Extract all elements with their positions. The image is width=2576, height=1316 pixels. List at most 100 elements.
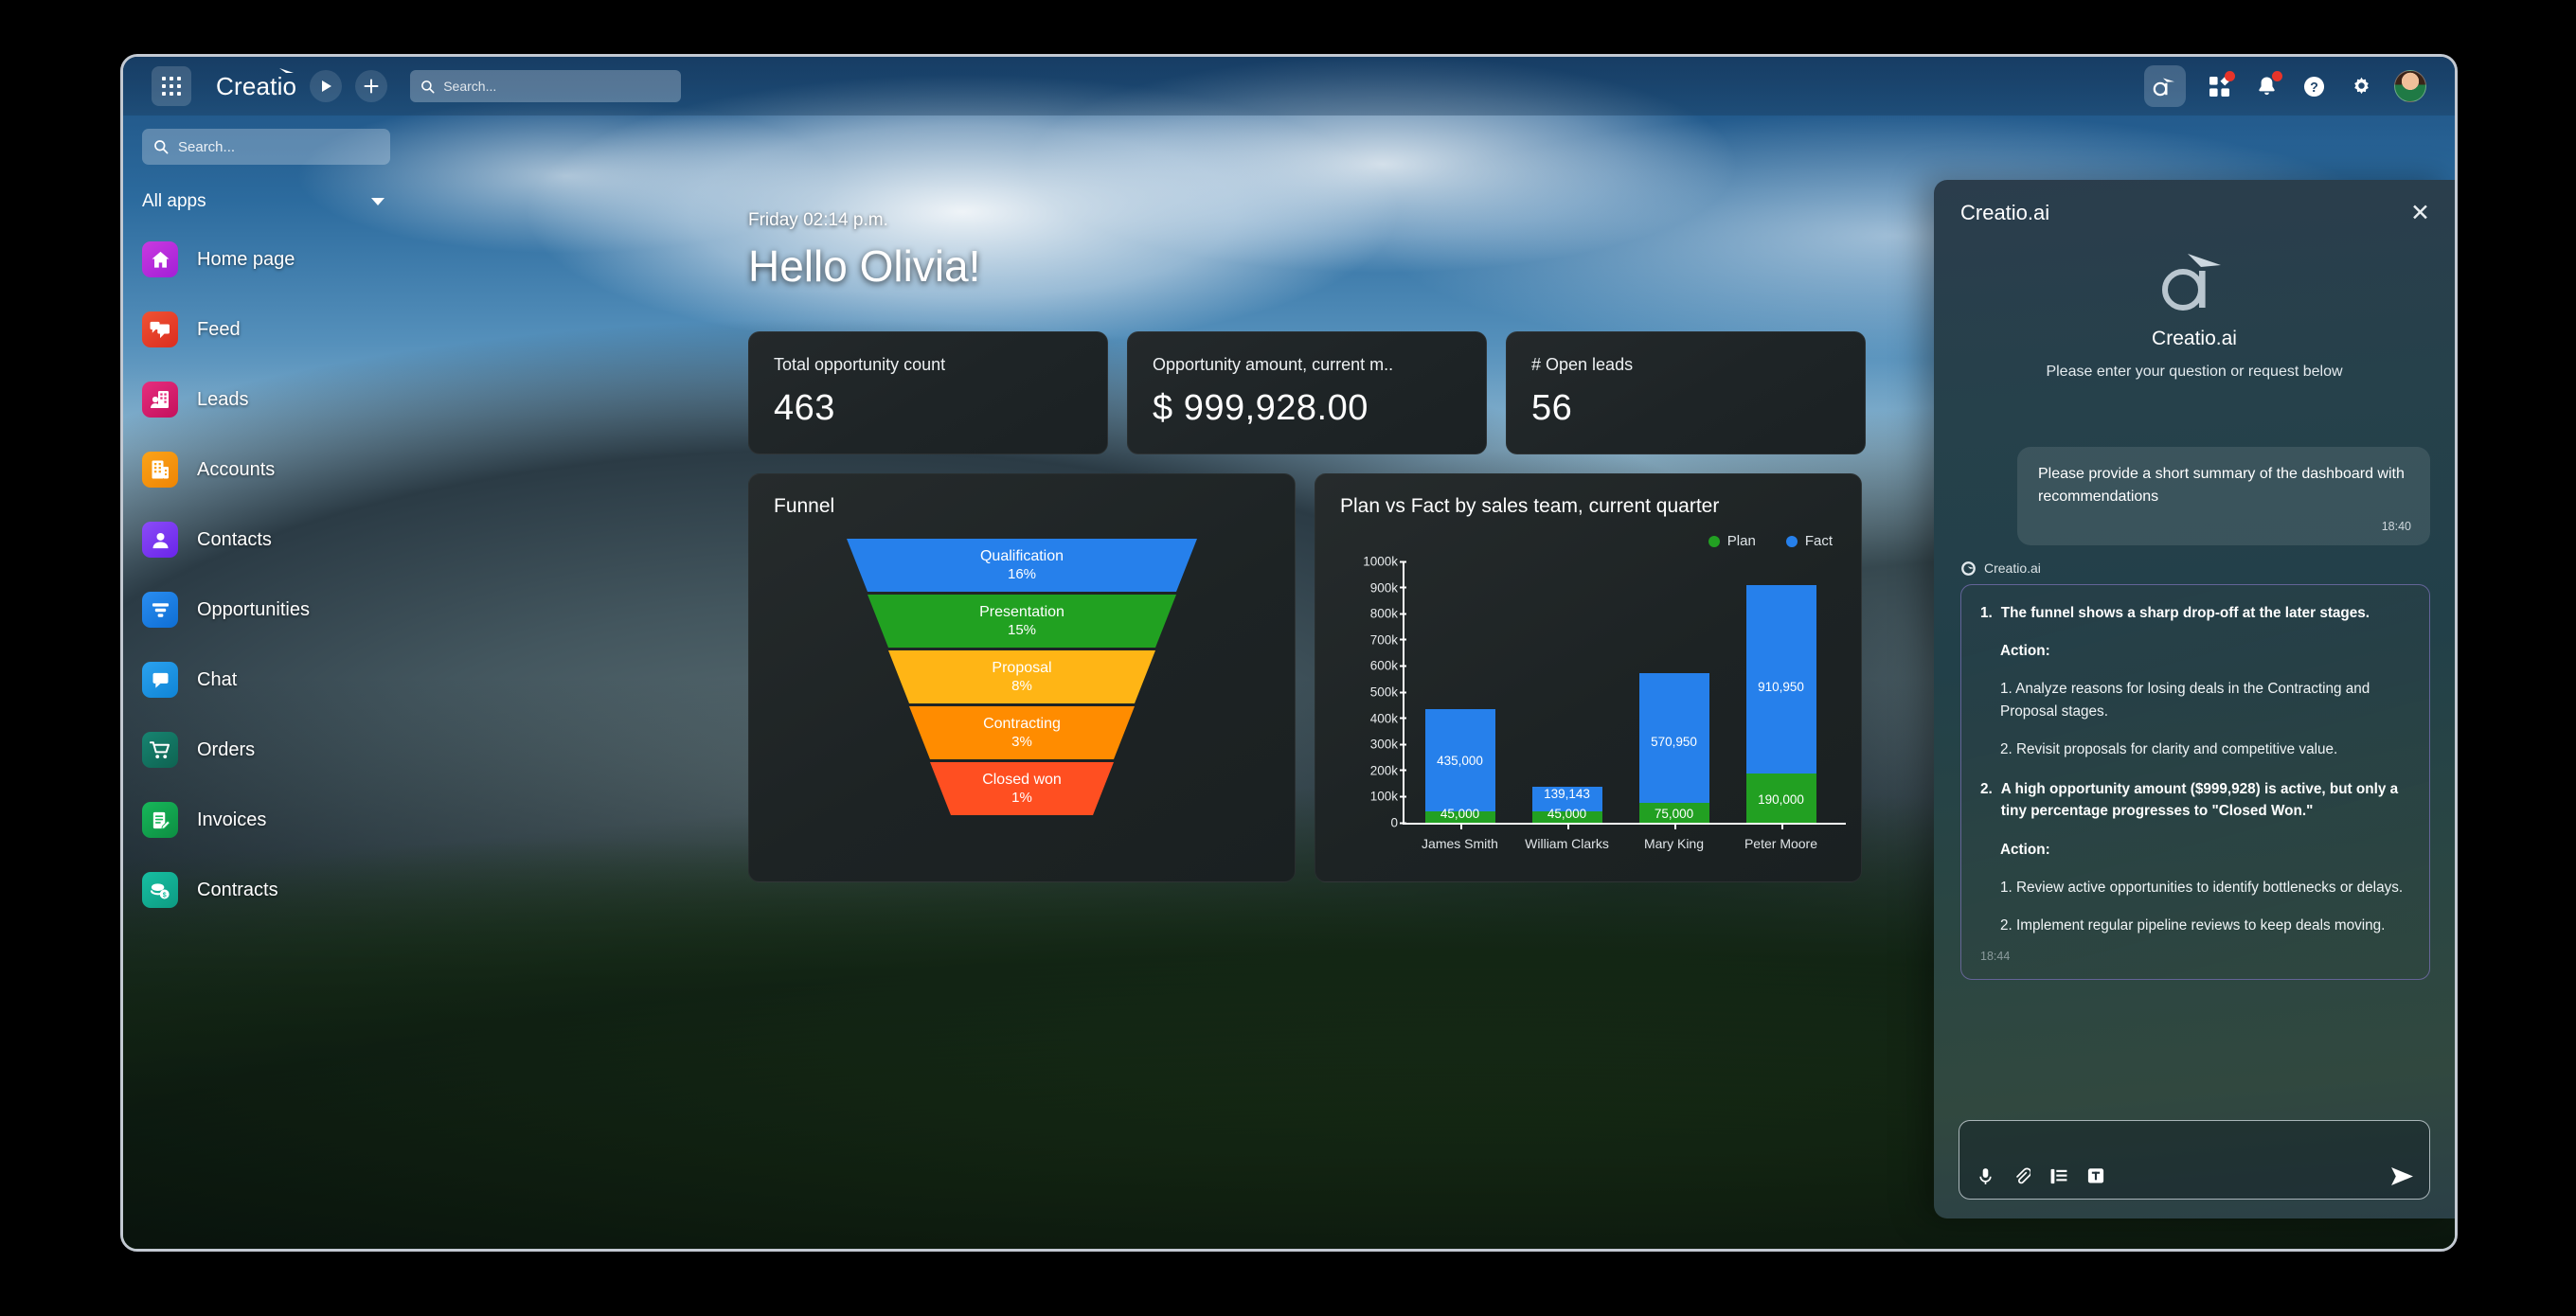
y-axis-tick-label: 900k (1370, 580, 1406, 595)
attachment-icon[interactable] (2012, 1165, 2032, 1186)
bar-plan-value-label: 75,000 (1654, 807, 1694, 821)
play-icon[interactable] (310, 70, 343, 102)
help-icon[interactable]: ? (2299, 72, 2328, 100)
kpi-title: # Open leads (1531, 355, 1634, 374)
brand-swoosh-icon (279, 67, 295, 73)
funnel-stage[interactable]: Contracting 3% (909, 706, 1135, 759)
sidebar-item-orders[interactable]: Orders (142, 727, 407, 773)
bar-fact[interactable] (1638, 673, 1709, 823)
sidebar-item-home-page[interactable]: Home page (142, 237, 407, 282)
funnel-stage-label: Presentation (979, 603, 1064, 620)
kpi-card-opportunity-amount[interactable]: Opportunity amount, current m.. $ 999,92… (1127, 331, 1487, 454)
ai-message-input[interactable] (1959, 1120, 2430, 1200)
kpi-value: $ 999,928.00 (1153, 388, 1368, 428)
apps-badge-icon[interactable] (2205, 71, 2235, 100)
bar-group[interactable]: 910,950 190,000 Peter Moore (1744, 561, 1817, 851)
sidebar-item-label: Home page (197, 248, 295, 270)
ai-logo-icon (2151, 246, 2238, 314)
header-actions: ? (2144, 65, 2440, 107)
ai-icon[interactable] (2144, 65, 2186, 107)
search-icon (154, 140, 169, 154)
legend-item-fact[interactable]: Fact (1785, 533, 1833, 549)
ai-hero: Creatio.ai Please enter your question or… (1934, 246, 2455, 381)
kpi-title: Total opportunity count (774, 355, 946, 374)
gear-icon[interactable] (2347, 72, 2375, 100)
kpi-cards-row: Total opportunity count 463 Opportunity … (748, 331, 2455, 454)
sidebar-item-opportunities[interactable]: Opportunities (142, 587, 407, 632)
list-icon[interactable] (2048, 1165, 2069, 1186)
bar-group[interactable]: 139,143 45,000 William Clarks (1525, 561, 1609, 851)
sidebar-search-placeholder: Search... (178, 138, 236, 155)
bar-group[interactable]: 435,000 45,000 James Smith (1422, 561, 1498, 851)
funnel-stage-label: Contracting (983, 715, 1061, 732)
sidebar-item-leads[interactable]: Leads (142, 377, 407, 422)
kpi-value: 463 (774, 388, 835, 428)
sidebar-item-invoices[interactable]: Invoices (142, 797, 407, 843)
legend-swatch (1785, 535, 1798, 547)
bar-fact[interactable] (1424, 708, 1495, 823)
current-day-time: Friday 02:14 p.m. (748, 210, 888, 230)
sidebar-item-contracts[interactable]: $ Contracts (142, 867, 407, 913)
sidebar-item-label: Leads (197, 388, 249, 410)
app-window: Creatio Search... (120, 54, 2458, 1252)
funnel-stage[interactable]: Closed won 1% (930, 762, 1114, 815)
microphone-icon[interactable] (1975, 1165, 1995, 1186)
sidebar-item-chat[interactable]: Chat (142, 657, 407, 702)
bar-plan[interactable] (1531, 810, 1602, 823)
bar-chart-title: Plan vs Fact by sales team, current quar… (1340, 495, 1720, 517)
x-axis-category-label: William Clarks (1525, 836, 1609, 851)
charts-row: Funnel Qualification 16% Presentation 15% Pr… (748, 473, 2455, 882)
funnel-stage-label: Proposal (992, 659, 1052, 676)
x-axis-tick (1566, 823, 1569, 829)
y-axis-tick-label: 100k (1370, 790, 1406, 804)
bar-plan[interactable] (1424, 810, 1495, 823)
bar-plan[interactable] (1638, 803, 1709, 823)
legend-item-plan[interactable]: Plan (1708, 533, 1756, 549)
text-template-icon[interactable] (2085, 1165, 2106, 1186)
plus-icon[interactable] (355, 70, 388, 102)
brand-label: Creatio (216, 71, 297, 100)
sidebar-item-accounts[interactable]: Accounts (142, 447, 407, 492)
bar-fact-value-label: 435,000 (1437, 754, 1483, 769)
sidebar-item-feed[interactable]: Feed (142, 307, 407, 352)
funnel-chart-panel[interactable]: Funnel Qualification 16% Presentation 15% Pr… (748, 473, 1296, 882)
accounts-icon (142, 452, 178, 488)
legend-label: Plan (1726, 533, 1756, 549)
kpi-card-open-leads[interactable]: # Open leads 56 (1506, 331, 1866, 454)
funnel-stage[interactable]: Proposal 8% (888, 650, 1155, 703)
ai-conversation[interactable]: Please provide a short summary of the da… (1934, 447, 2455, 1109)
send-icon[interactable] (2390, 1166, 2414, 1186)
sidebar-item-contacts[interactable]: Contacts (142, 517, 407, 562)
user-message: Please provide a short summary of the da… (2017, 447, 2430, 545)
sidebar: Search... All apps Home page Feed (123, 116, 407, 1249)
bar-chart-legend: Plan Fact (1708, 533, 1833, 549)
bot-action-item: 2. Implement regular pipeline reviews to… (2000, 917, 2386, 934)
kpi-title: Opportunity amount, current m.. (1153, 355, 1394, 374)
sidebar-item-label: Contacts (197, 528, 272, 550)
brand-logo[interactable]: Creatio (216, 67, 297, 101)
sidebar-item-label: Orders (197, 738, 256, 760)
svg-text:?: ? (2310, 80, 2318, 95)
y-axis-tick-label: 200k (1370, 763, 1406, 777)
close-icon[interactable]: ✕ (2410, 199, 2430, 226)
sidebar-item-label: Feed (197, 318, 241, 340)
sidebar-search-input[interactable]: Search... (142, 129, 390, 165)
bar-plan-value-label: 45,000 (1440, 807, 1480, 821)
bot-block-heading: 2. A high opportunity amount ($999,928) … (1980, 778, 2410, 823)
bot-block-number: 1. (1980, 604, 1993, 621)
y-axis-tick-label: 800k (1370, 607, 1406, 621)
funnel-stage[interactable]: Presentation 15% (868, 595, 1176, 648)
bar-plan[interactable] (1745, 773, 1816, 823)
funnel-stage[interactable]: Qualification 16% (847, 539, 1197, 592)
all-apps-selector[interactable]: All apps (142, 191, 390, 212)
bar-group[interactable]: 570,950 75,000 Mary King (1638, 561, 1709, 851)
greeting-title: Hello Olivia! (748, 241, 981, 291)
avatar[interactable] (2394, 70, 2426, 102)
notifications-icon[interactable] (2252, 71, 2282, 100)
bot-block-text: A high opportunity amount ($999,928) is … (2000, 781, 2399, 820)
bar-chart-panel[interactable]: Plan vs Fact by sales team, current quar… (1315, 473, 1862, 882)
app-grid-icon[interactable] (152, 66, 191, 106)
x-axis-tick (1780, 823, 1783, 829)
kpi-card-total-opportunity-count[interactable]: Total opportunity count 463 (748, 331, 1108, 454)
header-search-input[interactable]: Search... (410, 70, 682, 102)
